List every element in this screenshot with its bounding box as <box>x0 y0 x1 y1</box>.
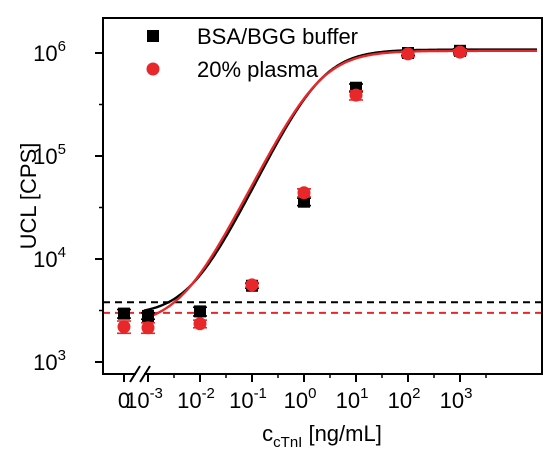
legend: BSA/BGG buffer 20% plasma <box>146 24 358 82</box>
y-axis-title: UCL [CPS] <box>16 143 41 250</box>
data-point-plasma <box>349 88 363 102</box>
axis-break-gap <box>136 370 144 378</box>
x-tick-label: 0 <box>118 388 130 413</box>
data-point-plasma <box>401 47 415 61</box>
x-tick-label: 102 <box>388 385 421 413</box>
y-tick-label: 106 <box>33 38 66 66</box>
legend-marker-buffer <box>147 30 159 42</box>
axis-break-mark <box>139 365 151 383</box>
data-point-buffer <box>194 305 206 318</box>
y-tick-label: 103 <box>33 347 66 375</box>
legend-label-1: 20% plasma <box>197 57 319 82</box>
data-markers <box>117 44 467 335</box>
data-point-plasma <box>453 45 467 59</box>
x-axis-title: ccTnI [ng/mL] <box>262 421 382 450</box>
x-tick-label: 10-1 <box>229 385 267 413</box>
axes: 010-3 10-2 10-1 100 101 102 103 103 104 105 106 <box>33 38 487 413</box>
data-point-plasma <box>141 321 155 335</box>
x-tick-label: 103 <box>440 385 473 413</box>
y-tick-label: 105 <box>33 141 66 169</box>
legend-marker-plasma <box>146 62 160 76</box>
x-tick-label: 100 <box>284 385 317 413</box>
x-tick-label: 101 <box>336 385 369 413</box>
y-tick-label: 104 <box>33 244 66 272</box>
plot-frame <box>102 17 543 375</box>
data-point-buffer <box>118 307 130 320</box>
data-point-plasma <box>245 278 259 292</box>
axis-break-mark <box>129 365 141 383</box>
data-point-buffer <box>142 309 154 322</box>
threshold-lines <box>103 301 542 314</box>
data-point-plasma <box>117 320 131 334</box>
fit-curves <box>143 48 537 320</box>
x-tick-label: 10-3 <box>125 385 163 413</box>
x-tick-label: 10-2 <box>177 385 215 413</box>
legend-label-0: BSA/BGG buffer <box>197 24 358 49</box>
data-point-buffer <box>298 195 310 208</box>
fit-curve-1 <box>143 49 537 320</box>
data-point-plasma <box>193 317 207 331</box>
data-point-plasma <box>297 186 311 200</box>
